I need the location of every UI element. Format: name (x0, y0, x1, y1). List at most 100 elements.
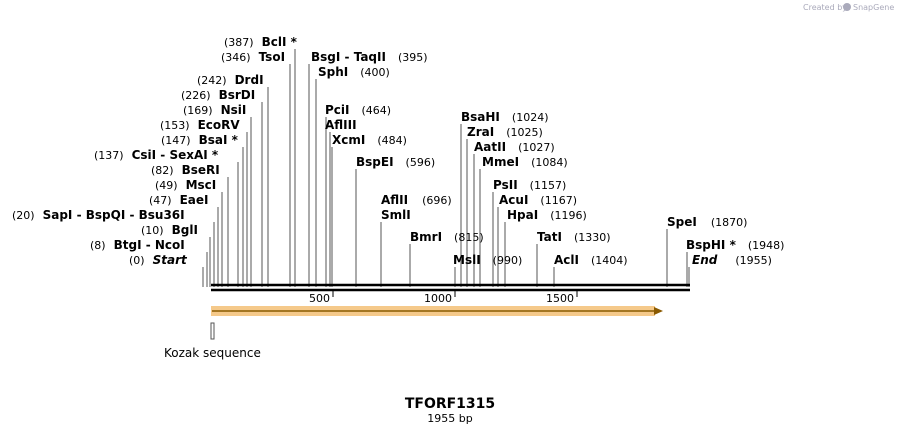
site-sapi[interactable]: (20) SapI - BspQI - Bsu36I (12, 208, 185, 222)
site-bcli-methyl-mark: * (286, 35, 297, 49)
construct-length: 1955 bp (427, 412, 472, 425)
site-acli-enzyme: AclI (554, 253, 579, 267)
site-spei-position: (1870) (711, 216, 748, 229)
site-psii-enzyme: PsII (493, 178, 518, 192)
site-bsai[interactable]: (147) BsaI * (161, 133, 239, 147)
site-tsoi-enzyme: TsoI (259, 50, 285, 64)
site-sapi-enzyme: SapI (43, 208, 73, 222)
site-tsoi[interactable]: (346) TsoI (221, 50, 285, 64)
sequence-backbone (211, 283, 690, 292)
site-start-position: (0) (129, 254, 145, 267)
site-msci[interactable]: (49) MscI (155, 178, 216, 192)
site-bmri-enzyme: BmrI (410, 230, 442, 244)
site-msli[interactable]: MslI (990) (453, 253, 522, 267)
site-bsrdi-position: (226) (181, 89, 211, 102)
site-tati-enzyme: TatI (537, 230, 562, 244)
site-bmri[interactable]: BmrI (815) (410, 230, 484, 244)
site-pcii-position: (464) (362, 104, 392, 117)
site-drdi[interactable]: (242) DrdI (197, 73, 264, 87)
site-mmei-enzyme: MmeI (482, 155, 519, 169)
site-eaei[interactable]: (47) EaeI (149, 193, 209, 207)
site-tsoi-position: (346) (221, 51, 251, 64)
site-csii[interactable]: (137) CsiI - SexAI * (94, 148, 219, 162)
site-xcmi-enzyme: XcmI (332, 133, 365, 147)
site-nsii-enzyme: NsiI (221, 103, 247, 117)
snapgene-logo-icon (843, 3, 851, 11)
site-ecorv[interactable]: (153) EcoRV (160, 118, 240, 132)
site-ncoi-enzyme: NcoI (155, 238, 185, 252)
site-bspqi-sep: - (125, 208, 138, 222)
site-tati[interactable]: TatI (1330) (537, 230, 611, 244)
ruler: 500 1000 1500 (309, 290, 578, 305)
site-bsahi[interactable]: BsaHI (1024) (461, 110, 548, 124)
site-bsu36i-enzyme: Bsu36I (139, 208, 185, 222)
site-aflii-enzyme: AflII (381, 193, 408, 207)
site-btgi-enzyme: BtgI (114, 238, 142, 252)
site-msli-position: (990) (493, 254, 523, 267)
site-bsrdi[interactable]: (226) BsrDI (181, 88, 255, 102)
site-end-position: (1955) (735, 254, 772, 267)
site-smli[interactable]: SmlI (381, 208, 411, 222)
site-bsahi-enzyme: BsaHI (461, 110, 500, 124)
site-aatii-position: (1027) (518, 141, 555, 154)
site-bgli-position: (10) (141, 224, 164, 237)
site-mmei[interactable]: MmeI (1084) (482, 155, 568, 169)
site-nsii[interactable]: (169) NsiI (183, 103, 246, 117)
site-psii[interactable]: PsII (1157) (493, 178, 566, 192)
tick-label-1500: 1500 (546, 292, 574, 305)
site-bcli-enzyme: BclI (262, 35, 287, 49)
orf-arrow-head-icon (654, 307, 663, 315)
site-bsrdi-enzyme: BsrDI (219, 88, 256, 102)
site-aflii-position: (696) (422, 194, 452, 207)
site-aatii-enzyme: AatII (474, 140, 506, 154)
site-bspei-enzyme: BspEI (356, 155, 394, 169)
site-hpai[interactable]: HpaI (1196) (507, 208, 587, 222)
site-zrai[interactable]: ZraI (1025) (467, 125, 543, 139)
site-bsahi-position: (1024) (512, 111, 549, 124)
site-spei[interactable]: SpeI (1870) (667, 215, 747, 229)
site-end[interactable]: End (1955) (692, 253, 772, 267)
site-drdi-position: (242) (197, 74, 227, 87)
site-sexai-methyl-mark: * (208, 148, 219, 162)
kozak-feature[interactable]: Kozak sequence (164, 322, 261, 360)
site-bspqi-enzyme: BspQI (86, 208, 126, 222)
site-acui-position: (1167) (540, 194, 577, 207)
credit-text: Created by (803, 3, 847, 12)
site-bsgi-position: (395) (398, 51, 428, 64)
orf-feature[interactable] (211, 306, 663, 316)
site-bsgi-enzyme: BsgI (311, 50, 340, 64)
site-bspei[interactable]: BspEI (596) (356, 155, 435, 169)
site-eaei-enzyme: EaeI (180, 193, 209, 207)
site-ecorv-position: (153) (160, 119, 190, 132)
site-bsai-position: (147) (161, 134, 191, 147)
kozak-marker (210, 322, 215, 340)
site-acli[interactable]: AclI (1404) (554, 253, 628, 267)
site-btgi[interactable]: (8) BtgI - NcoI (90, 238, 185, 252)
site-psii-position: (1157) (530, 179, 567, 192)
site-sapi-position: (20) (12, 209, 35, 222)
site-msli-enzyme: MslI (453, 253, 481, 267)
site-xcmi[interactable]: XcmI (484) (332, 133, 407, 147)
site-start[interactable]: (0) Start (129, 253, 188, 267)
site-sphi[interactable]: SphI (400) (318, 65, 390, 79)
site-hpai-enzyme: HpaI (507, 208, 538, 222)
site-bseri[interactable]: (82) BseRI (151, 163, 220, 177)
site-hpai-position: (1196) (550, 209, 587, 222)
site-smli-enzyme: SmlI (381, 208, 411, 222)
site-pcii[interactable]: PciI (464) (325, 103, 391, 117)
site-acui[interactable]: AcuI (1167) (499, 193, 577, 207)
site-bsgi-sep: - (340, 50, 353, 64)
site-spei-enzyme: SpeI (667, 215, 697, 229)
site-bmri-position: (815) (454, 231, 484, 244)
site-bsphi-enzyme: BspHI (686, 238, 725, 252)
site-aflii[interactable]: AflII (696) (381, 193, 452, 207)
site-mmei-position: (1084) (531, 156, 568, 169)
site-bgli[interactable]: (10) BglI (141, 223, 198, 237)
site-afliii[interactable]: AflIII (325, 118, 357, 132)
site-bsphi[interactable]: BspHI * (1948) (686, 238, 784, 252)
site-aatii[interactable]: AatII (1027) (474, 140, 555, 154)
site-bsgi[interactable]: BsgI - TaqII (395) (311, 50, 428, 64)
site-bsphi-position: (1948) (748, 239, 785, 252)
site-bcli[interactable]: (387) BclI * (224, 35, 298, 49)
